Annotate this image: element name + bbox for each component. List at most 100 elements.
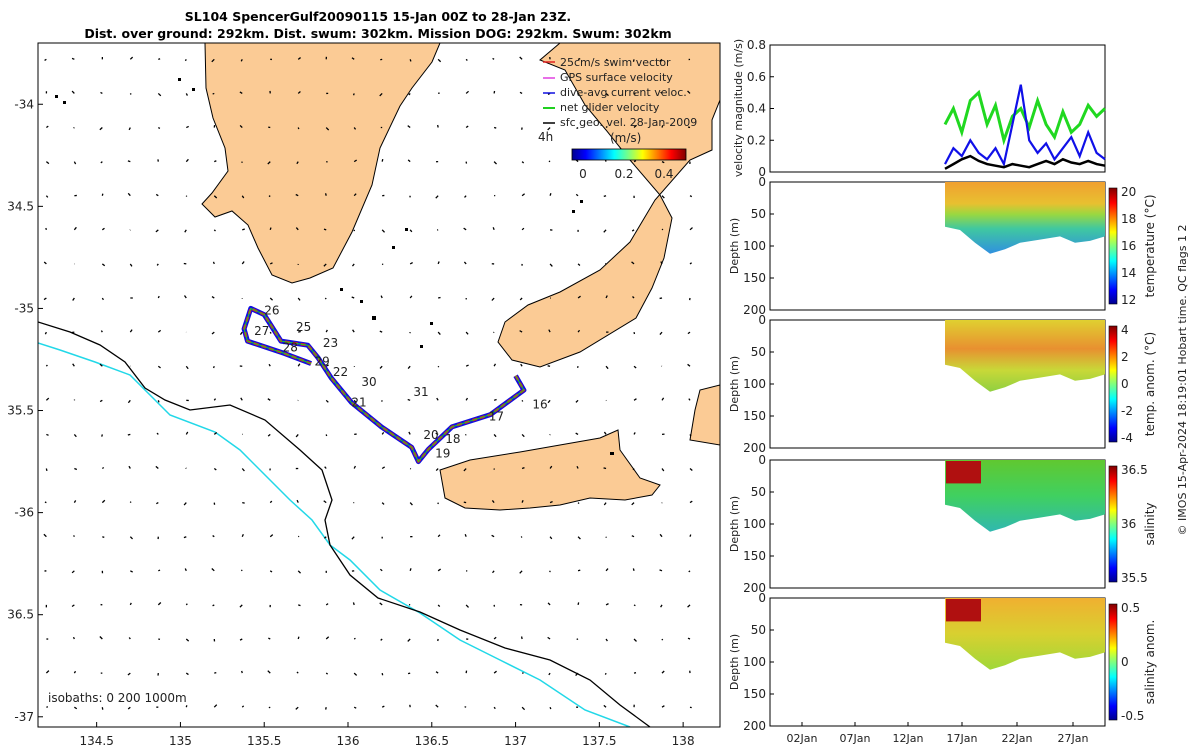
velocity-arrow <box>241 534 244 537</box>
land-eyre-peninsula <box>201 43 441 284</box>
lon-tick-label: 136.5 <box>415 734 449 748</box>
velocity-arrow <box>603 431 607 435</box>
depth-tick-label: 150 <box>743 409 766 423</box>
velocity-arrow <box>129 263 133 267</box>
velocity-arrow <box>661 468 665 472</box>
velocity-series <box>943 84 1107 170</box>
velocity-arrow <box>212 365 215 369</box>
velocity-arrow <box>240 569 243 572</box>
day-label: 19 <box>435 446 450 460</box>
velocity-arrow <box>437 568 442 572</box>
velocity-arrow <box>521 227 525 231</box>
velocity-arrow <box>661 125 664 128</box>
day-label: 29 <box>314 355 329 369</box>
lat-tick-label: -37 <box>14 710 34 724</box>
velocity-arrow <box>73 535 75 538</box>
velocity-arrow <box>46 433 49 436</box>
velocity-arrow <box>491 534 495 538</box>
velocity-arrow <box>213 704 218 708</box>
day-label: 22 <box>333 365 348 379</box>
colorbar-tick-2: 0.4 <box>654 167 673 181</box>
velocity-arrow <box>213 431 218 435</box>
depth-label: Depth (m) <box>728 496 741 552</box>
velocity-arrow <box>269 500 273 504</box>
colorbar-tick-label: -2 <box>1121 404 1133 418</box>
velocity-arrow <box>380 295 383 299</box>
day-label: 20 <box>423 428 438 442</box>
velocity-arrow <box>214 160 217 163</box>
velocity-arrow <box>73 500 77 503</box>
velocity-arrow <box>632 59 635 62</box>
velocity-arrow <box>297 57 301 60</box>
velocity-arrow <box>351 263 355 267</box>
velocity-arrow <box>689 195 693 198</box>
velocity-arrow <box>435 671 439 674</box>
velocity-arrow <box>661 705 665 708</box>
velocity-arrow <box>241 705 245 708</box>
velocity-arrow <box>493 706 496 710</box>
velocity-arrow <box>407 365 411 369</box>
velocity-arrow <box>465 58 468 61</box>
velocity-arrow <box>186 125 189 129</box>
lon-tick-label: 134.5 <box>79 734 113 748</box>
velocity-arrow <box>73 433 77 438</box>
velocity-arrow <box>295 227 299 231</box>
colorbar-tick-label: 0 <box>1121 377 1129 391</box>
velocity-arrow <box>155 465 159 469</box>
velocity-arrow <box>381 158 384 162</box>
velocity-arrow <box>605 365 609 370</box>
velocity-arrow <box>633 398 637 401</box>
velocity-arrow <box>381 263 384 266</box>
glider-track <box>241 305 527 465</box>
velocity-arrow <box>213 467 217 471</box>
velocity-arrow <box>44 58 47 61</box>
velocity-arrow <box>129 93 132 95</box>
velocity-arrow <box>689 434 692 437</box>
velocity-arrow <box>45 364 48 367</box>
legend-net: net glider velocity <box>560 101 660 114</box>
island-specks <box>55 78 614 455</box>
velocity-arrow <box>185 603 188 606</box>
velocity-arrow <box>324 297 327 300</box>
velocity-arrow <box>127 399 131 404</box>
velocity-arrow <box>44 331 47 335</box>
lat-tick-label: 36.5 <box>7 608 34 622</box>
velocity-arrow <box>101 499 106 504</box>
colorbar-tick-label: 4 <box>1121 323 1129 337</box>
velocity-arrow <box>408 431 411 435</box>
velocity-arrow <box>687 604 691 608</box>
velocity-arrow <box>605 58 609 62</box>
velocity-arrow <box>183 502 187 506</box>
velocity-arrow <box>492 227 495 231</box>
velocity-arrow <box>295 193 299 197</box>
velocity-arrow <box>183 536 187 539</box>
velocity-arrow <box>127 672 131 676</box>
velocity-arrow <box>185 705 188 708</box>
velocity-arrow <box>547 602 551 606</box>
velocity-arrow <box>128 127 131 131</box>
colorbar-tick-label: 0.5 <box>1121 601 1140 615</box>
velocity-arrow <box>157 602 162 606</box>
velocity-arrow <box>436 397 439 401</box>
depth-tick-label: 200 <box>743 441 766 455</box>
velocity-arrow <box>493 636 497 640</box>
velocity-arrow <box>351 296 355 299</box>
land-fleurieu <box>689 384 720 446</box>
velocity-line <box>944 84 1106 168</box>
velocity-arrow <box>268 195 271 198</box>
velocity-arrow <box>353 637 356 640</box>
velocity-arrow <box>463 468 467 472</box>
velocity-arrow <box>325 364 329 367</box>
velocity-arrow <box>128 465 131 469</box>
velocity-arrow <box>661 228 664 231</box>
vel-tick-label: 0 <box>758 165 766 179</box>
velocity-arrow <box>407 125 411 129</box>
velocity-arrow <box>241 195 245 199</box>
velocity-arrow <box>353 159 358 163</box>
velocity-arrow <box>379 330 383 333</box>
velocity-arrow <box>463 261 467 265</box>
section-label: salinity anom. <box>1143 620 1157 705</box>
velocity-arrow <box>661 397 665 401</box>
velocity-arrow <box>352 93 355 96</box>
